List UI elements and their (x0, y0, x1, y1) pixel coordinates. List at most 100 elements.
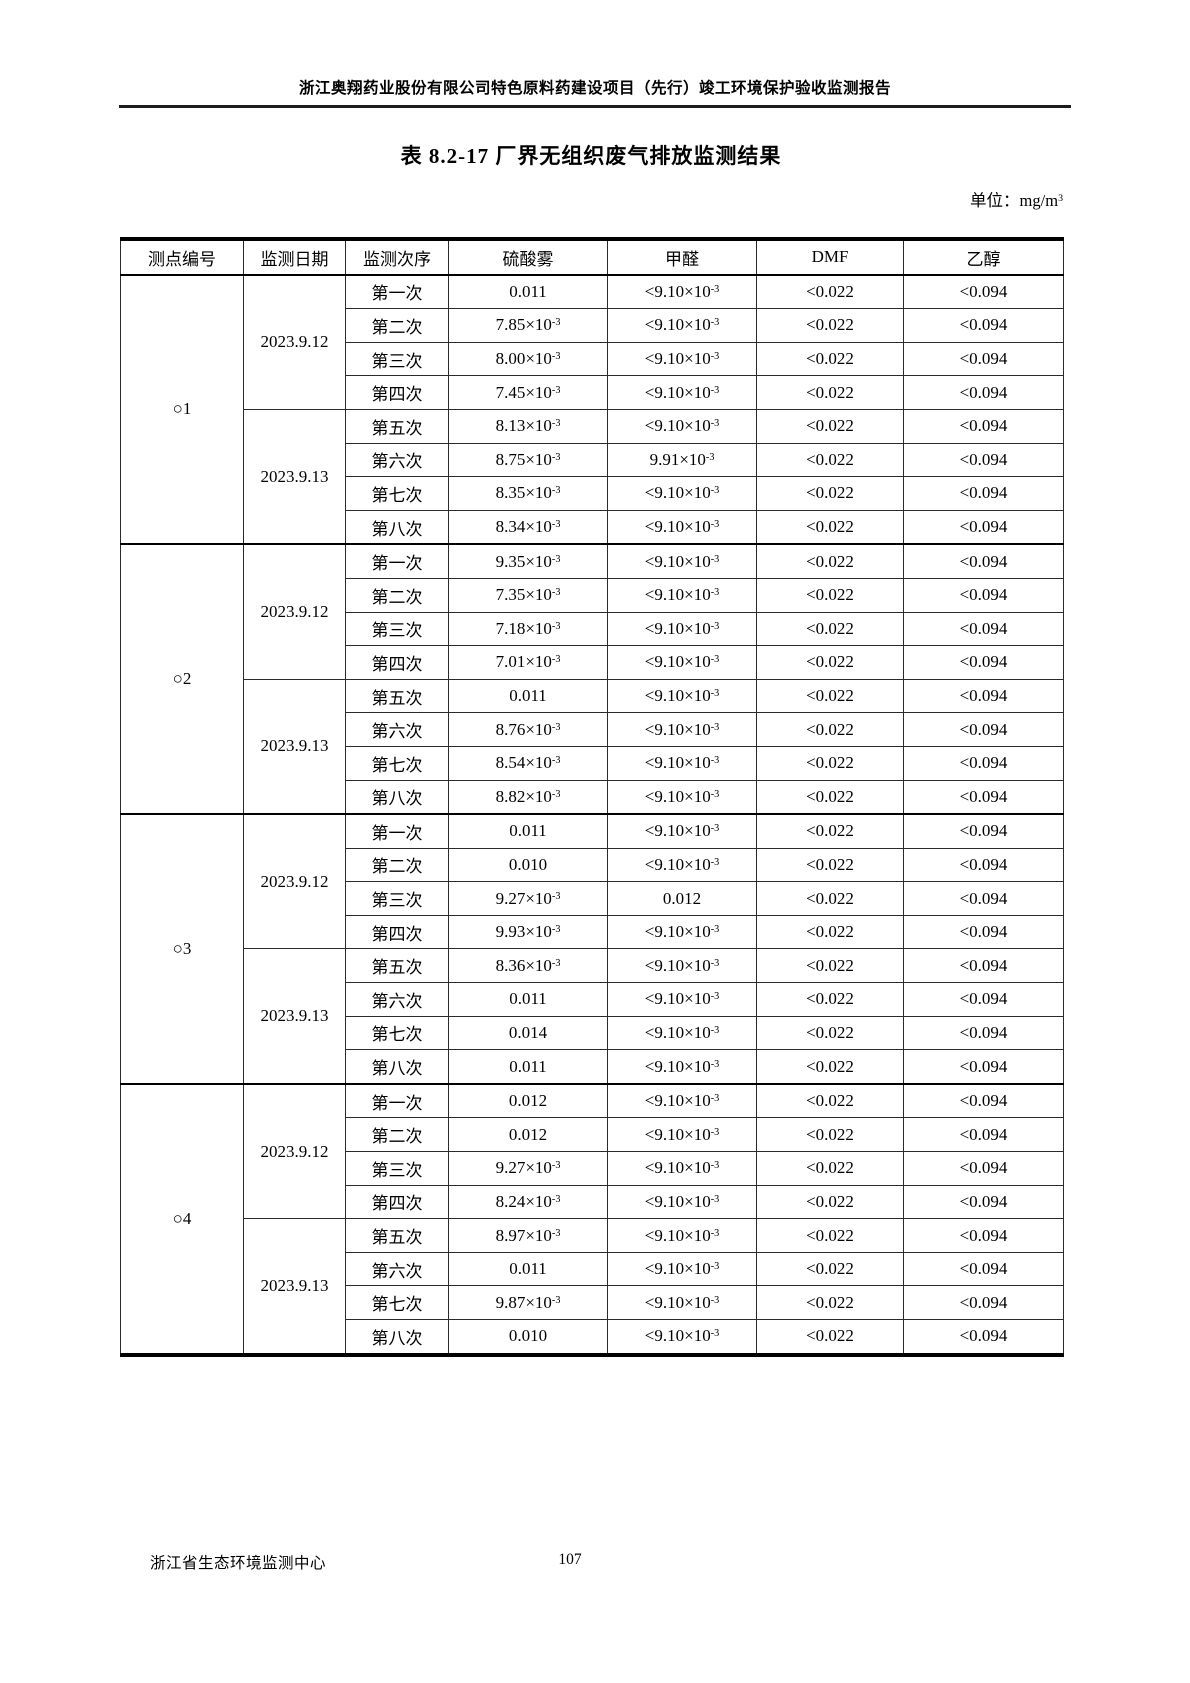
column-header: 甲醛 (607, 238, 757, 276)
h2so4-mist-cell: 0.012 (448, 1117, 608, 1153)
formaldehyde-cell: <9.10×10-3 (607, 982, 757, 1017)
ethanol-cell: <0.094 (903, 1117, 1064, 1153)
formaldehyde-cell: <9.10×10-3 (607, 273, 757, 310)
h2so4-mist-cell: 7.01×10-3 (448, 645, 608, 680)
dmf-cell: <0.022 (756, 1151, 904, 1186)
table-row: 第六次 8.75×10-3 9.91×10-3 <0.022 <0.094 (121, 442, 1064, 478)
ethanol-cell: <0.094 (903, 408, 1064, 444)
h2so4-mist-cell: 0.011 (448, 1049, 608, 1085)
ethanol-cell: <0.094 (903, 577, 1064, 613)
sequence-cell: 第二次 (345, 577, 449, 613)
sequence-cell: 第六次 (345, 982, 449, 1017)
sequence-cell: 第六次 (345, 1251, 449, 1287)
ethanol-cell: <0.094 (903, 1015, 1064, 1051)
h2so4-mist-cell: 8.34×10-3 (448, 509, 608, 545)
ethanol-cell: <0.094 (903, 847, 1064, 883)
ethanol-cell: <0.094 (903, 1251, 1064, 1287)
dmf-cell: <0.022 (756, 745, 904, 781)
sequence-cell: 第四次 (345, 375, 449, 410)
formaldehyde-cell: 9.91×10-3 (607, 442, 757, 478)
ethanol-cell: <0.094 (903, 611, 1064, 647)
dmf-cell: <0.022 (756, 1251, 904, 1287)
sequence-cell: 第五次 (345, 948, 449, 984)
ethanol-cell: <0.094 (903, 1318, 1064, 1356)
ethanol-cell: <0.094 (903, 1285, 1064, 1320)
dmf-cell: <0.022 (756, 1218, 904, 1253)
dmf-cell: <0.022 (756, 543, 904, 579)
h2so4-mist-cell: 8.36×10-3 (448, 948, 608, 984)
sequence-cell: 第四次 (345, 914, 449, 950)
ethanol-cell: <0.094 (903, 442, 1064, 478)
ethanol-cell: <0.094 (903, 509, 1064, 545)
sequence-cell: 第二次 (345, 308, 449, 343)
page-title: 表 8.2-17 厂界无组织废气排放监测结果 (400, 144, 782, 168)
dmf-cell: <0.022 (756, 1318, 904, 1356)
formaldehyde-cell: <9.10×10-3 (607, 1184, 757, 1220)
sequence-cell: 第六次 (345, 712, 449, 747)
sequence-cell: 第五次 (345, 678, 449, 714)
table-row: 2023.9.13 第五次 8.36×10-3 <9.10×10-3 <0.022 <0.… (121, 948, 1064, 1085)
table-body: ○1 2023.9.12 第一次 0.011 <9.10×10-3 <0.022 <0.09… (120, 273, 1064, 1356)
ethanol-cell: <0.094 (903, 1082, 1064, 1119)
dmf-cell: <0.022 (756, 678, 904, 714)
dmf-cell: <0.022 (756, 273, 904, 310)
sequence-cell: 第四次 (345, 645, 449, 680)
table-row: ○2 2023.9.12 第一次 9.35×10-3 <9.10×10-3 <0.022 <… (120, 543, 1064, 815)
table-row: 第三次 7.18×10-3 <9.10×10-3 <0.022 <0.094 (121, 611, 1064, 647)
sequence-cell: 第三次 (345, 1151, 449, 1186)
date-cell: 2023.9.13 (243, 948, 346, 1085)
date-cell: 2023.9.12 (243, 543, 346, 680)
ethanol-cell: <0.094 (903, 273, 1064, 310)
ethanol-cell: <0.094 (903, 678, 1064, 714)
dmf-cell: <0.022 (756, 712, 904, 747)
unit-label: 单位：mg/m3 (970, 191, 1063, 210)
point-id-cell: ○4 (120, 1082, 244, 1356)
table-row: 第三次 9.27×10-3 0.012 <0.022 <0.094 (121, 881, 1064, 916)
dmf-cell: <0.022 (756, 914, 904, 950)
column-header: 监测日期 (243, 238, 346, 276)
ethanol-cell: <0.094 (903, 476, 1064, 511)
dmf-cell: <0.022 (756, 577, 904, 613)
h2so4-mist-cell: 0.010 (448, 847, 608, 883)
dmf-cell: <0.022 (756, 509, 904, 545)
h2so4-mist-cell: 8.24×10-3 (448, 1184, 608, 1220)
column-header: DMF (756, 238, 904, 276)
dmf-cell: <0.022 (756, 847, 904, 883)
sequence-cell: 第一次 (345, 1082, 449, 1119)
formaldehyde-cell: <9.10×10-3 (607, 712, 757, 747)
ethanol-cell: <0.094 (903, 341, 1064, 377)
formaldehyde-cell: <9.10×10-3 (607, 408, 757, 444)
h2so4-mist-cell: 8.97×10-3 (448, 1218, 608, 1253)
date-cell: 2023.9.12 (243, 273, 346, 410)
sequence-cell: 第三次 (345, 881, 449, 916)
formaldehyde-cell: <9.10×10-3 (607, 678, 757, 714)
h2so4-mist-cell: 7.85×10-3 (448, 308, 608, 343)
table-row: 第八次 8.34×10-3 <9.10×10-3 <0.022 <0.094 (121, 509, 1064, 545)
date-cell: 2023.9.13 (243, 408, 346, 545)
ethanol-cell: <0.094 (903, 712, 1064, 747)
table-row: 第八次 8.82×10-3 <9.10×10-3 <0.022 <0.094 (121, 779, 1064, 815)
formaldehyde-cell: <9.10×10-3 (607, 577, 757, 613)
table-row: ○4 2023.9.12 第一次 0.012 <9.10×10-3 <0.022 <0.09… (120, 1082, 1064, 1356)
formaldehyde-cell: <9.10×10-3 (607, 779, 757, 815)
sequence-cell: 第三次 (345, 341, 449, 377)
h2so4-mist-cell: 0.012 (448, 1082, 608, 1119)
ethanol-cell: <0.094 (903, 813, 1064, 849)
h2so4-mist-cell: 0.011 (448, 813, 608, 849)
table-row: ○1 2023.9.12 第一次 0.011 <9.10×10-3 <0.022 <0.09… (120, 273, 1064, 545)
sequence-cell: 第五次 (345, 408, 449, 444)
ethanol-cell: <0.094 (903, 779, 1064, 815)
sequence-cell: 第八次 (345, 779, 449, 815)
dmf-cell: <0.022 (756, 779, 904, 815)
h2so4-mist-cell: 0.011 (448, 678, 608, 714)
dmf-cell: <0.022 (756, 982, 904, 1017)
formaldehyde-cell: <9.10×10-3 (607, 813, 757, 849)
ethanol-cell: <0.094 (903, 1049, 1064, 1085)
dmf-cell: <0.022 (756, 476, 904, 511)
h2so4-mist-cell: 7.18×10-3 (448, 611, 608, 647)
dmf-cell: <0.022 (756, 948, 904, 984)
table-row: 第七次 0.014 <9.10×10-3 <0.022 <0.094 (121, 1015, 1064, 1051)
h2so4-mist-cell: 0.011 (448, 982, 608, 1017)
sequence-cell: 第八次 (345, 1049, 449, 1085)
dmf-cell: <0.022 (756, 813, 904, 849)
